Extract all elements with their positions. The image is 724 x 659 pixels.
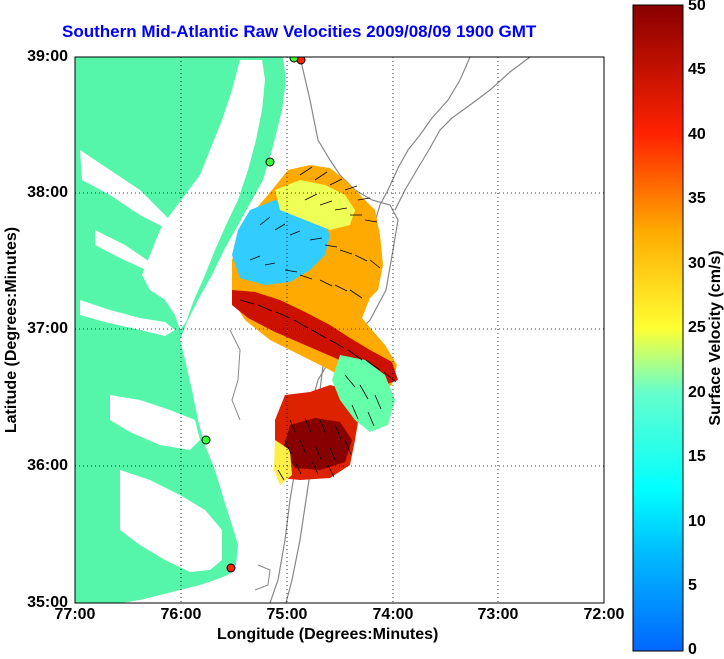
station-marker-5 xyxy=(226,563,236,573)
x-axis-label: Longitude (Degrees:Minutes) xyxy=(217,626,439,643)
x-tick-label: 72:00 xyxy=(583,606,625,623)
velocity-field-south-core xyxy=(283,418,352,470)
albemarle-sound xyxy=(110,395,200,450)
colorbar-label: Surface Velocity (cm/s) xyxy=(707,250,724,426)
colorbar-tick-label: 45 xyxy=(688,61,706,78)
colorbar-tick-label: 15 xyxy=(688,448,706,465)
chesapeake-bay xyxy=(142,60,265,330)
y-tick-label: 36:00 xyxy=(27,457,68,474)
colorbar-tick-label: 10 xyxy=(688,513,706,530)
colorbar-tick-label: 35 xyxy=(688,190,706,207)
bathymetry-contour-1 xyxy=(269,57,399,603)
y-tick-label: 35:00 xyxy=(27,594,68,611)
velocity-field-blue xyxy=(232,200,330,285)
colorbar-tick-label: 30 xyxy=(688,255,706,272)
velocity-field-yellow xyxy=(275,180,355,230)
bathymetry-contour-4 xyxy=(229,329,241,421)
colorbar-tick-label: 20 xyxy=(688,384,706,401)
station-marker-4 xyxy=(201,435,211,445)
bathymetry-contour-5 xyxy=(254,564,271,591)
bathymetry-contour-3 xyxy=(394,57,531,211)
station-marker-2 xyxy=(289,57,299,63)
velocity-field-south-green xyxy=(332,355,395,432)
y-tick-label: 38:00 xyxy=(27,184,68,201)
colorbar-tick-label: 5 xyxy=(688,577,697,594)
colorbar-tick-label: 40 xyxy=(688,126,706,143)
x-tick-label: 75:00 xyxy=(266,606,308,623)
y-tick-label: 39:00 xyxy=(27,48,68,65)
rappahannock-river xyxy=(95,230,150,270)
y-axis-label: Latitude (Degrees:Minutes) xyxy=(3,226,20,434)
x-tick-label: 74:00 xyxy=(372,606,414,623)
james-river xyxy=(80,300,175,336)
pamlico-sound xyxy=(120,470,222,572)
colorbar-tick-label: 25 xyxy=(688,319,706,336)
x-tick-label: 73:00 xyxy=(477,606,519,623)
colorbar-tick-label: 50 xyxy=(688,0,706,14)
x-tick-label: 76:00 xyxy=(160,606,202,623)
colorbar xyxy=(632,4,684,652)
y-tick-label: 37:00 xyxy=(27,320,68,337)
station-marker-3 xyxy=(265,157,275,167)
grid-lines xyxy=(75,57,604,603)
plot-frame xyxy=(74,56,605,604)
velocity-vectors xyxy=(239,166,397,481)
colorbar-tick-label: 0 xyxy=(688,641,697,658)
x-tick-label: 77:00 xyxy=(54,606,96,623)
potomac-river xyxy=(80,150,170,228)
map-title: Southern Mid-Atlantic Raw Velocities 200… xyxy=(62,22,537,41)
velocity-field-south-edge xyxy=(274,440,292,485)
